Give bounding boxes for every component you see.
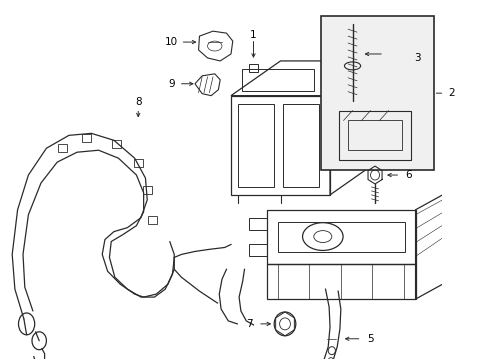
Text: 10: 10 [164, 37, 178, 47]
Text: 4: 4 [487, 210, 488, 220]
Text: 9: 9 [168, 79, 175, 89]
Text: 7: 7 [245, 319, 252, 329]
Text: 2: 2 [447, 88, 454, 98]
Text: 8: 8 [135, 96, 141, 107]
Text: 6: 6 [404, 170, 411, 180]
Ellipse shape [344, 62, 360, 70]
Text: 3: 3 [413, 53, 420, 63]
Bar [320, 16, 433, 170]
Text: 1: 1 [250, 30, 256, 40]
Text: 5: 5 [366, 334, 373, 344]
